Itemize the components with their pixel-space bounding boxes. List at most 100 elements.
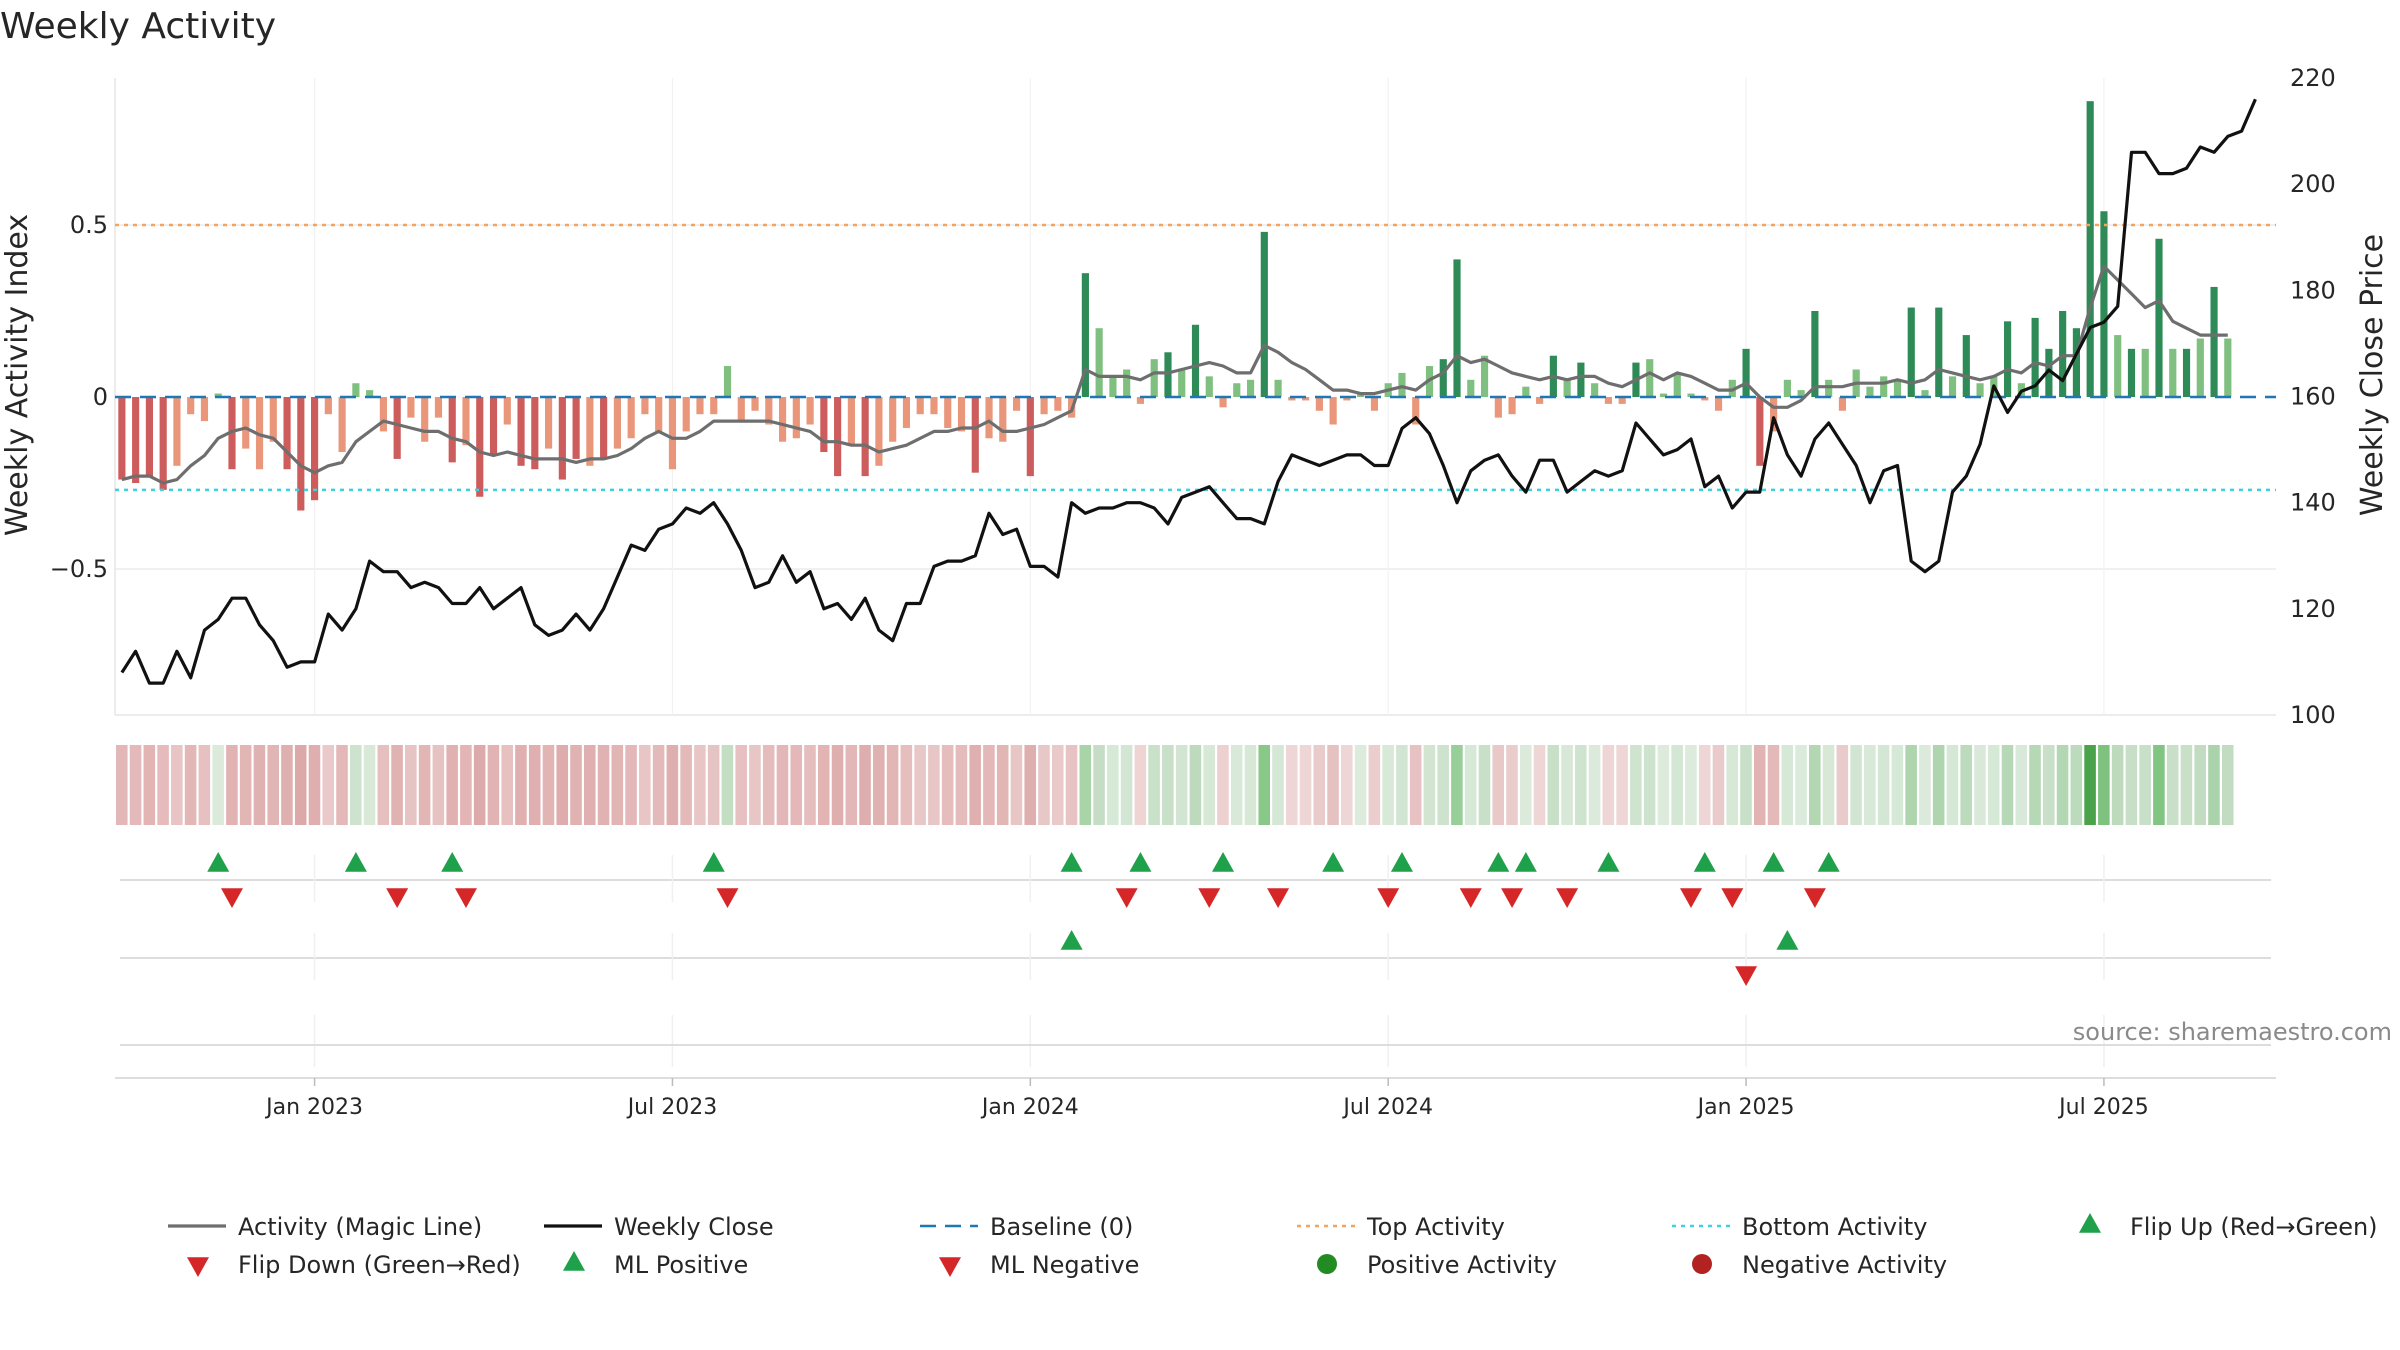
- heat-cell: [749, 745, 761, 825]
- heat-cell: [597, 745, 610, 825]
- heat-cell: [2221, 745, 2234, 825]
- activity-bar: [2182, 348, 2191, 397]
- heat-cell: [294, 745, 307, 825]
- heat-cell: [2111, 745, 2124, 825]
- heat-cell: [1588, 745, 1601, 825]
- heat-cell: [1561, 745, 1573, 825]
- heat-cell: [707, 745, 720, 825]
- heat-cell: [1864, 745, 1876, 825]
- heat-cell: [583, 745, 596, 825]
- activity-bar: [2072, 328, 2080, 397]
- heat-cell: [2180, 745, 2193, 825]
- activity-bar: [1205, 376, 1213, 397]
- heat-cell: [2139, 745, 2151, 825]
- legend-label: Bottom Activity: [1742, 1213, 1927, 1241]
- y2-tick-label: 100: [2290, 701, 2336, 729]
- heat-cell: [1120, 745, 1133, 825]
- heat-cell: [1795, 745, 1807, 825]
- heat-cell: [1671, 745, 1683, 825]
- activity-bar: [682, 397, 690, 432]
- heat-cell: [446, 745, 458, 825]
- heat-cell: [817, 745, 830, 825]
- activity-bar: [861, 397, 869, 477]
- legend-label: ML Positive: [614, 1251, 748, 1279]
- activity-bar: [2031, 317, 2039, 397]
- activity-bar: [379, 397, 387, 432]
- heat-cell: [900, 745, 913, 825]
- heat-cell: [969, 745, 981, 825]
- activity-bar: [2210, 286, 2218, 397]
- activity-bar: [792, 397, 800, 439]
- activity-bar: [489, 397, 498, 456]
- activity-bar: [820, 397, 828, 453]
- heat-cell: [914, 745, 926, 825]
- heat-cell: [1891, 745, 1904, 825]
- heat-cell: [776, 745, 789, 825]
- activity-bar: [434, 397, 443, 418]
- activity-bar: [544, 397, 553, 449]
- flip-down-marker: [220, 888, 243, 908]
- heat-cell: [1354, 745, 1367, 825]
- activity-bar: [200, 397, 209, 422]
- chart-title: Weekly Activity: [0, 6, 276, 47]
- activity-bar: [834, 397, 842, 477]
- activity-bar: [806, 397, 814, 425]
- activity-bar: [462, 397, 470, 446]
- y-axis-title: Weekly Activity Index: [0, 214, 35, 536]
- heat-cell: [1850, 745, 1862, 825]
- x-axis-ticks: Jan 2023 Jul 2023 Jan 2024 Jul 2024 Jan 2025…: [115, 1077, 2276, 1120]
- activity-bar: [2045, 348, 2053, 397]
- heat-cell: [1024, 745, 1037, 825]
- magic-line-series: [121, 264, 2228, 485]
- heat-cell: [2070, 745, 2083, 825]
- heat-cell: [1451, 745, 1463, 825]
- heat-cell: [1285, 745, 1298, 825]
- heat-cell: [473, 745, 486, 825]
- heat-cell: [1946, 745, 1959, 825]
- legend-label: Activity (Magic Line): [238, 1213, 482, 1241]
- heat-cell: [1809, 745, 1821, 825]
- activity-bar: [875, 397, 883, 466]
- heat-cell: [928, 745, 940, 825]
- heat-cell: [418, 745, 431, 825]
- heat-cell: [1836, 745, 1849, 825]
- activity-bar: [2127, 348, 2136, 397]
- heat-cell: [804, 745, 816, 825]
- flip-up-marker: [1514, 852, 1537, 872]
- y2-axis-title: Weekly Close Price: [2355, 234, 2390, 516]
- activity-bar: [1866, 386, 1874, 397]
- activity-bar: [1191, 324, 1200, 397]
- heat-cell: [460, 745, 472, 825]
- series-lines: [115, 98, 2276, 685]
- flip-down-marker: [1803, 888, 1826, 908]
- heat-cell: [1547, 745, 1560, 825]
- heat-cell: [2056, 745, 2069, 825]
- activity-bar: [1783, 379, 1791, 397]
- activity-bar: [916, 397, 924, 415]
- legend-label: Negative Activity: [1742, 1251, 1947, 1279]
- activity-bar: [1591, 383, 1599, 397]
- activity-bar: [1315, 397, 1323, 411]
- heat-cell: [2043, 745, 2055, 825]
- heat-cell: [487, 745, 500, 825]
- y-tick-label: 0.5: [70, 211, 108, 239]
- heat-cell: [845, 745, 858, 825]
- activity-bar: [132, 397, 140, 483]
- activity-bar: [503, 397, 511, 425]
- ml-positive-marker: [1060, 930, 1083, 950]
- legend-label: Baseline (0): [990, 1213, 1133, 1241]
- activity-bar: [1494, 397, 1502, 418]
- activity-bar: [1136, 397, 1145, 404]
- activity-bar: [889, 397, 897, 442]
- activity-bar: [1288, 397, 1296, 401]
- activity-bar: [517, 397, 525, 466]
- activity-bar: [1838, 397, 1847, 411]
- flip-down-marker: [1501, 888, 1524, 908]
- heat-cell: [1685, 745, 1697, 825]
- activity-bar: [1150, 359, 1158, 397]
- heat-cell: [2098, 745, 2110, 825]
- activity-bar: [558, 397, 566, 480]
- activity-bar: [159, 397, 167, 490]
- flip-down-marker: [1377, 888, 1400, 908]
- ml-markers-panel: [120, 930, 2271, 1067]
